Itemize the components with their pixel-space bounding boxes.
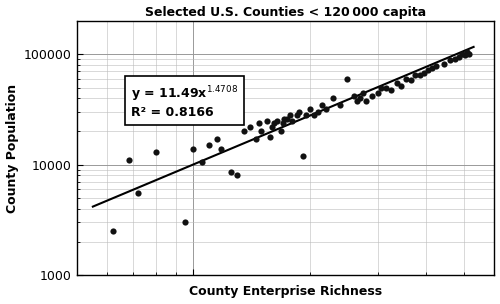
Point	[322, 106, 330, 111]
Point	[206, 143, 214, 148]
Point	[420, 71, 428, 75]
Text: y = 11.49x$^{1.4708}$
R² = 0.8166: y = 11.49x$^{1.4708}$ R² = 0.8166	[131, 85, 238, 119]
Point	[446, 58, 454, 63]
Point	[252, 137, 260, 142]
Point	[424, 68, 432, 73]
Point	[240, 129, 248, 134]
Point	[465, 52, 473, 57]
Point	[462, 53, 469, 58]
Point	[258, 129, 266, 134]
Point	[276, 129, 284, 134]
Point	[263, 118, 271, 123]
Point	[134, 191, 142, 196]
Point	[213, 137, 221, 142]
Point	[266, 134, 274, 139]
Point	[310, 113, 318, 118]
Y-axis label: County Population: County Population	[6, 84, 18, 212]
Point	[255, 120, 263, 125]
Point	[398, 83, 406, 88]
Point	[284, 116, 292, 121]
Point	[407, 78, 415, 83]
Point	[432, 64, 440, 69]
Point	[292, 113, 300, 118]
Point	[217, 146, 225, 151]
Point	[412, 73, 420, 78]
Point	[318, 102, 326, 107]
Point	[376, 85, 384, 90]
Point	[198, 160, 205, 165]
Point	[330, 96, 338, 101]
Point	[353, 98, 361, 103]
Point	[280, 116, 288, 121]
Point	[392, 81, 400, 85]
Point	[124, 158, 132, 163]
Point	[314, 110, 322, 115]
Point	[350, 93, 358, 98]
Title: Selected U.S. Counties < 120 000 capita: Selected U.S. Counties < 120 000 capita	[145, 5, 426, 19]
Point	[180, 220, 188, 225]
Point	[440, 61, 448, 66]
Point	[336, 102, 344, 107]
Point	[451, 57, 459, 62]
Point	[152, 150, 160, 154]
Point	[190, 146, 198, 151]
Point	[274, 118, 281, 123]
Point	[454, 54, 462, 59]
Point	[306, 106, 314, 111]
Point	[416, 73, 424, 78]
Point	[374, 90, 382, 95]
Point	[362, 98, 370, 103]
Point	[234, 173, 241, 178]
Point	[428, 66, 436, 71]
Point	[296, 110, 304, 115]
Point	[302, 113, 310, 118]
Point	[458, 52, 466, 57]
Point	[246, 124, 254, 129]
Point	[368, 93, 376, 98]
Point	[388, 87, 396, 92]
Point	[286, 113, 294, 118]
Point	[463, 50, 471, 54]
Point	[360, 90, 368, 95]
Point	[344, 76, 351, 81]
Point	[299, 154, 307, 158]
Point	[227, 170, 235, 175]
Point	[382, 85, 390, 90]
Point	[109, 229, 117, 233]
Point	[402, 76, 410, 81]
Point	[270, 120, 278, 125]
Point	[278, 120, 286, 125]
Point	[356, 96, 364, 101]
Point	[288, 118, 296, 123]
X-axis label: County Enterprise Richness: County Enterprise Richness	[189, 285, 382, 299]
Point	[268, 124, 276, 129]
